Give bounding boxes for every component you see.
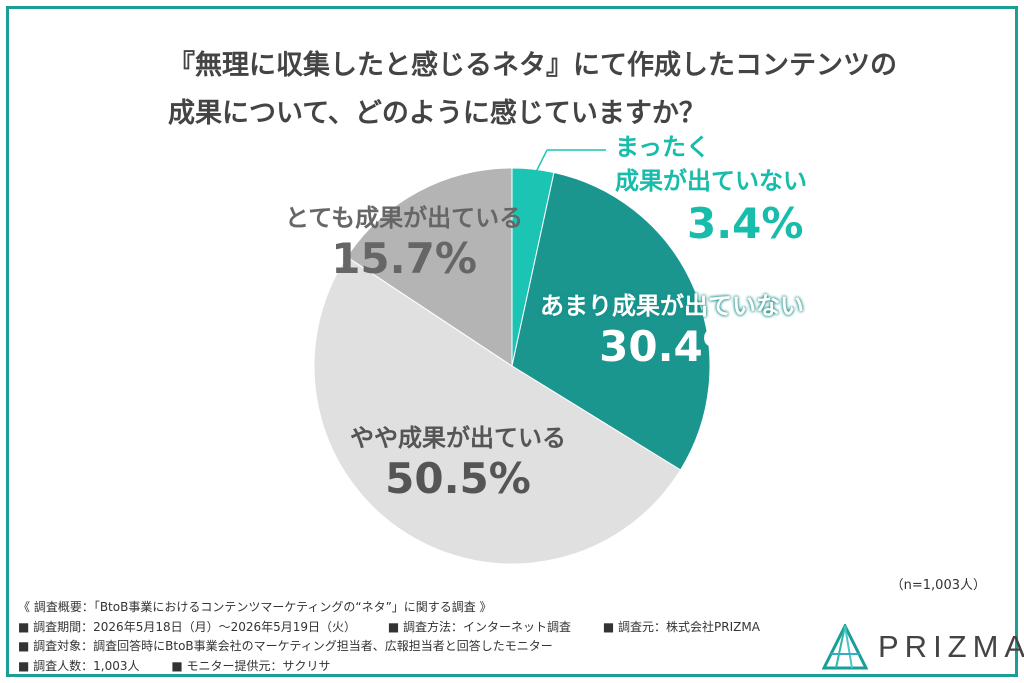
pie-slice-3 bbox=[313, 256, 682, 565]
prizma-logo: PRIZMA bbox=[822, 624, 1024, 670]
overview-heading: 《 調査概要：「BtoB事業におけるコンテンツマーケティングの“ネタ”」に関する… bbox=[18, 600, 492, 614]
slice-label-text: 成果が出ていない bbox=[615, 167, 807, 195]
slice-percent: 15.7% bbox=[331, 234, 477, 283]
survey-overview: 《 調査概要：「BtoB事業におけるコンテンツマーケティングの“ネタ”」に関する… bbox=[18, 598, 760, 676]
pie-slice-2 bbox=[511, 171, 711, 471]
slice-percent: 3.4% bbox=[687, 199, 804, 248]
title-line-2: 成果について、どのように感じていますか？ bbox=[168, 98, 706, 129]
sample-size-label: （n=1,003人） bbox=[890, 578, 986, 593]
slice-percent: 30.4% bbox=[599, 322, 745, 371]
title-line-1: 『無理に収集したと感じるネタ』にて作成したコンテンツの bbox=[168, 50, 897, 81]
leader-line bbox=[535, 149, 548, 173]
slice-label-not-at-all: まったく 成果が出ていない 3.4% bbox=[615, 130, 807, 250]
slice-label-very: とても成果が出ている 15.7% bbox=[285, 198, 523, 285]
slice-label-text: やや成果が出ている bbox=[350, 424, 566, 452]
logo-text: PRIZMA bbox=[878, 629, 1024, 664]
pie-slice-4 bbox=[346, 167, 513, 367]
slice-label-text: とても成果が出ている bbox=[285, 204, 524, 232]
slice-label-not-much: あまり成果が出ていない 30.4% bbox=[540, 286, 804, 373]
slice-label-text: あまり成果が出ていない bbox=[540, 292, 804, 320]
chart-title: 『無理に収集したと感じるネタ』にて作成したコンテンツの 成果について、どのように… bbox=[168, 42, 897, 138]
overview-provider: ■ モニター提供元：サクリサ bbox=[171, 658, 331, 673]
border-frame bbox=[6, 6, 1018, 677]
overview-method: ■ 調査方法：インターネット調査 bbox=[387, 619, 572, 634]
overview-period: ■ 調査期間：2026年5月18日（月）～2026年5月19日（火） bbox=[18, 619, 357, 634]
slice-label-text: まったく bbox=[615, 133, 711, 161]
overview-source: ■ 調査元：株式会社PRIZMA bbox=[602, 619, 760, 634]
prizma-logo-icon bbox=[822, 624, 868, 670]
overview-count: ■ 調査人数：1,003人 bbox=[18, 658, 140, 673]
slice-percent: 50.5% bbox=[385, 454, 531, 503]
slice-label-somewhat: やや成果が出ている 50.5% bbox=[350, 418, 566, 505]
overview-target: ■ 調査対象：調査回答時にBtoB事業会社のマーケティング担当者、広報担当者と回… bbox=[18, 639, 553, 653]
